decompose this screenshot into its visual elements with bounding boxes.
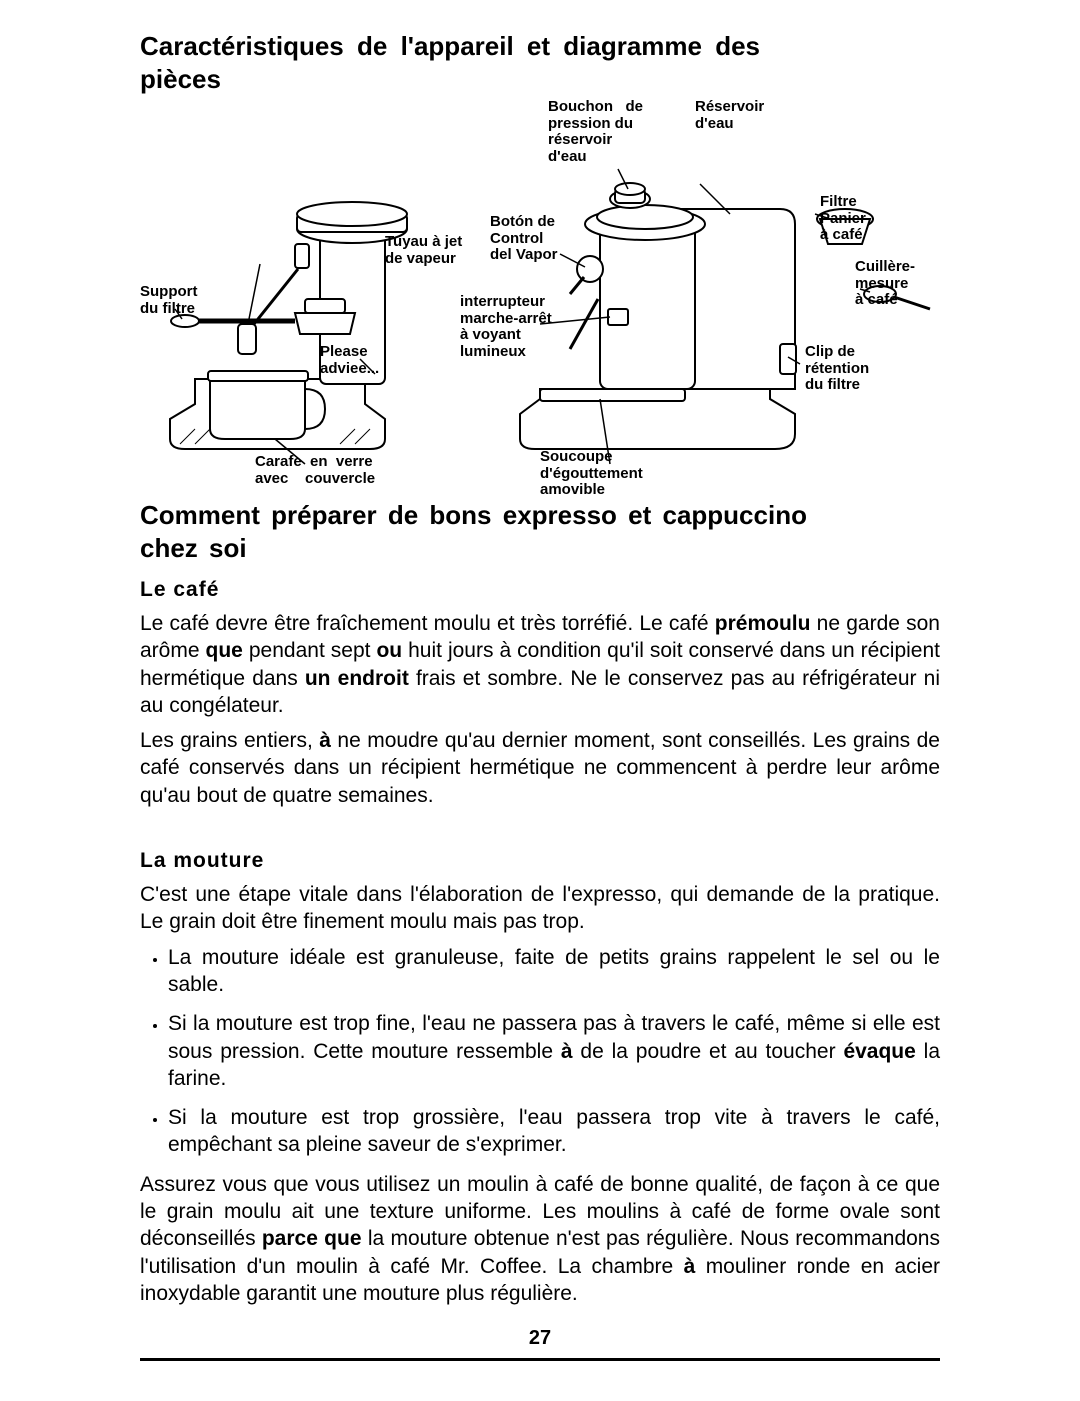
title-line2: pièces [140,64,221,94]
label-reservoir: Réservoir d'eau [695,99,764,132]
page-number: 27 [140,1327,940,1350]
list-item: Si la mouture est trop grossière, l'eau … [168,1104,940,1159]
heading-cafe: Le café [140,578,940,602]
section-title: Comment préparer de bons expresso et cap… [140,499,940,564]
s2-text: Comment préparer de bons [140,500,503,530]
label-bouchon: Bouchon de pression du réservoir d'eau [548,99,643,165]
label-soucoupe: Soucoupe d'égouttement amovible [540,449,643,499]
title-text: Caractéristiques de [140,31,401,61]
label-please: Please adviee... [320,344,379,377]
label-inter: interrupteur marche-arrêt à voyant lumin… [460,294,552,360]
paragraph-3: C'est une étape vitale dans l'élaboratio… [140,881,940,936]
main-title: Caractéristiques de l'appareil et diagra… [140,30,940,95]
title-text2: et diagramme des [514,31,760,61]
label-clip: Clip de rétention du filtre [805,344,869,394]
s2-line2: chez soi [140,533,247,563]
paragraph-1: Le café devre être fraîchement moulu et … [140,610,940,719]
label-support: Support du filtre [140,284,198,317]
s2-text2: et cappuccino [617,500,807,530]
parts-diagram: Bouchon de pression du réservoir d'eau R… [140,99,940,489]
label-carafe: Carafe en verre avec couvercle [255,454,375,487]
paragraph-4: Assurez vous que vous utilisez un moulin… [140,1171,940,1307]
label-boton: Botón de Control del Vapor [490,214,558,264]
footer-rule [140,1358,940,1361]
list-item: La mouture idéale est granuleuse, faite … [168,944,940,999]
document-page: Caractéristiques de l'appareil et diagra… [0,0,1080,1401]
list-item: Si la mouture est trop fine, l'eau ne pa… [168,1010,940,1092]
title-bold: l'appareil [401,31,514,61]
paragraph-2: Les grains entiers, à ne moudre qu'au de… [140,727,940,809]
bullet-list: La mouture idéale est granuleuse, faite … [140,944,940,1159]
label-cuillere: Cuillère- mesure à café [855,259,915,309]
label-filtre: Filtre Panier à café [820,194,866,244]
s2-bold: expresso [503,500,617,530]
label-tuyau: Tuyau à jet de vapeur [385,234,462,267]
heading-mouture: La mouture [140,849,940,873]
